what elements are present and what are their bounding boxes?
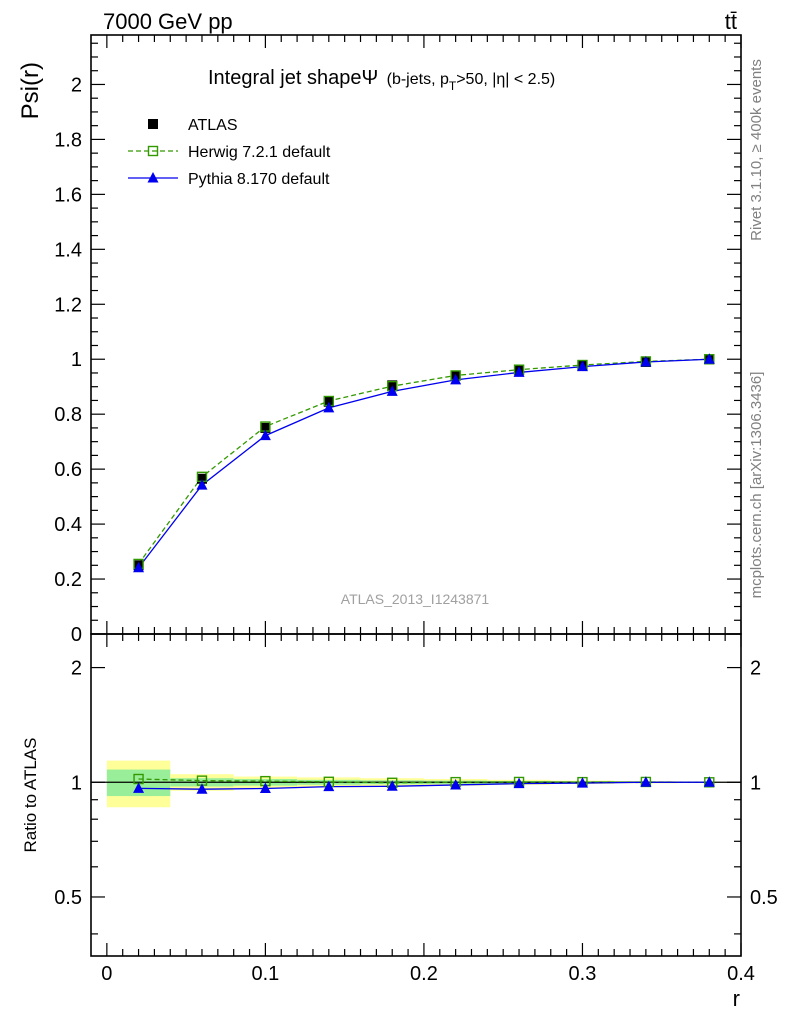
ratio-y-tick-label-right: 0.5 <box>750 887 778 909</box>
pythia-point <box>196 479 208 490</box>
ratio-y-tick-label: 0.5 <box>54 887 82 909</box>
herwig-ratio-line <box>138 778 710 784</box>
atlas-point <box>323 396 334 407</box>
ratio-y-tick-label: 1 <box>71 772 82 794</box>
x-tick-label: 0.1 <box>251 963 279 985</box>
pythia-point <box>323 401 335 413</box>
atlas-point <box>260 422 271 433</box>
y-tick-label: 1.4 <box>54 239 82 261</box>
y-tick-label: 0 <box>71 624 82 646</box>
pythia-ratio-point <box>323 780 335 792</box>
x-tick-label: 0.2 <box>410 963 438 985</box>
pythia-ratio-point <box>576 777 588 788</box>
y-axis-label: Psi(r) <box>17 62 44 119</box>
y-tick-label: 0.6 <box>54 459 82 481</box>
legend-marker <box>147 145 159 157</box>
rivet-label: Rivet 3.1.10, ≥ 400k events <box>748 59 765 241</box>
process-label: tt̄ <box>725 9 737 34</box>
pythia-point <box>703 353 715 364</box>
ratio-y-axis-label: Ratio to ATLAS <box>21 738 40 853</box>
analysis-watermark: ATLAS_2013_I1243871 <box>341 591 490 607</box>
chart-title-note-rest: >50, |η| < 2.5) <box>456 71 555 88</box>
pythia-point <box>133 561 145 573</box>
pythia-line <box>138 358 710 569</box>
atlas-point <box>196 473 207 484</box>
chart-title: Integral jet shapeΨ (b-jets, pT>50, |η| … <box>208 67 555 93</box>
pythia-ratio-point <box>513 777 525 789</box>
atlas-point <box>387 380 398 391</box>
ratio-y-tick-label: 2 <box>71 658 82 680</box>
pythia-ratio-point <box>703 776 715 787</box>
pythia-ratio-line <box>138 781 710 790</box>
ratio-y-tick-label-right: 1 <box>750 772 761 794</box>
pythia-ratio-point <box>259 782 271 794</box>
y-tick-label: 1.6 <box>54 184 82 206</box>
x-axis-label: r <box>733 986 740 1011</box>
pythia-ratio-point <box>386 780 398 791</box>
collision-label: 7000 GeV pp <box>103 9 233 34</box>
mcplots-label: mcplots.cern.ch [arXiv:1306.3436] <box>748 372 765 599</box>
y-tick-label: 0.8 <box>54 404 82 426</box>
y-tick-label: 0.4 <box>54 514 82 536</box>
pythia-point <box>386 385 398 396</box>
x-tick-label: 0.4 <box>727 963 755 985</box>
herwig-line <box>138 358 710 565</box>
ratio-y-tick-label-right: 2 <box>750 658 761 680</box>
pythia-point <box>640 355 652 367</box>
y-tick-label: 2 <box>71 74 82 96</box>
chart-title-main: Integral jet shapeΨ <box>208 67 378 89</box>
pythia-ratio-point <box>450 778 462 790</box>
x-tick-label: 0.3 <box>569 963 597 985</box>
pythia-ratio-point <box>196 783 208 794</box>
chart-title-note: (b-jets, p <box>387 71 449 88</box>
pythia-point <box>450 373 462 385</box>
legend-marker <box>147 172 159 183</box>
legend-label: Herwig 7.2.1 default <box>188 144 331 161</box>
pythia-point <box>259 429 271 441</box>
pythia-ratio-point <box>640 776 652 787</box>
pythia-ratio-point <box>133 782 145 793</box>
legend-label: ATLAS <box>188 117 238 134</box>
chart-title-subscript: T <box>449 79 457 93</box>
y-tick-label: 1.8 <box>54 129 82 151</box>
pythia-point <box>576 360 588 372</box>
legend-label: Pythia 8.170 default <box>188 171 330 188</box>
legend: ATLAS Herwig 7.2.1 default Pythia 8.170 de… <box>128 117 331 188</box>
pythia-point <box>513 366 525 377</box>
legend-marker <box>148 119 158 129</box>
y-tick-label: 0.2 <box>54 569 82 591</box>
y-tick-label: 1 <box>71 349 82 371</box>
axis-ticks: 0 0.1 0.2 0.3 0.4 0 0.2 0.4 0.6 0.8 1 1.2 1.4 1.6 1.8 2… <box>54 35 778 985</box>
ratio-plot-frame <box>90 633 742 957</box>
series-lines <box>91 358 741 790</box>
series-markers <box>133 353 715 794</box>
y-tick-label: 1.2 <box>54 294 82 316</box>
x-tick-label: 0 <box>101 963 112 985</box>
